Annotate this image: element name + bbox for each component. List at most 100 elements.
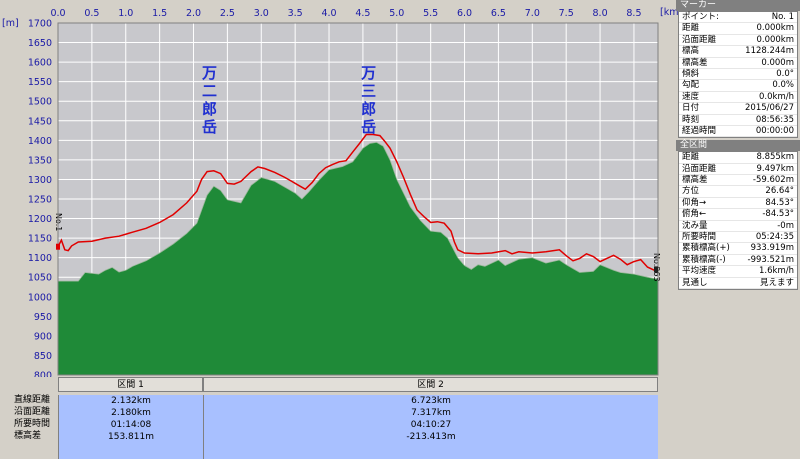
section-2-straight-distance: 6.723km	[411, 396, 451, 406]
panel-row: 経過時間 00:00:00	[679, 125, 797, 138]
marker-header: マーカー	[676, 0, 800, 11]
panel-row-label: 沿面距離	[682, 34, 717, 45]
x-tick-label: 5.0	[389, 8, 404, 19]
section-summary: 直線距離 沿面距離 所要時間 標高差 区間 1 2.132km 2.180km …	[0, 377, 660, 459]
x-unit-label: [km]	[660, 7, 682, 18]
panel-row: 距離 0.000km	[679, 23, 797, 35]
panel-row-label: 沿面距離	[682, 163, 717, 174]
x-tick-label: 0.0	[50, 8, 65, 19]
peak-label-char: 二	[202, 82, 217, 100]
panel-row: 見通し 見えます	[679, 278, 797, 289]
panel-row-label: 傾斜	[682, 68, 700, 79]
y-tick-label: 1050	[28, 273, 52, 284]
y-tick-label: 1450	[28, 116, 52, 127]
panel-row: 勾配 0.0%	[679, 80, 797, 92]
end-point-marker[interactable]	[654, 266, 658, 273]
panel-row: 沿面距離 9.497km	[679, 163, 797, 176]
peak-label-char: 岳	[202, 118, 217, 136]
section-2-time: 04:10:27	[410, 420, 452, 430]
panel-row-value: 0.000m	[761, 57, 794, 68]
panel-row: 仰角→ 84.53°	[679, 197, 797, 210]
section-2-header[interactable]: 区間 2	[203, 377, 658, 392]
panel-row: 速度 0.0km/h	[679, 91, 797, 104]
panel-row-value: 9.497km	[756, 163, 794, 174]
x-tick-label: 8.0	[593, 8, 608, 19]
y-tick-label: 950	[34, 312, 52, 323]
panel-row-value: 84.53°	[765, 197, 794, 208]
panel-row: 距離 8.855km	[679, 152, 797, 164]
section-2-column[interactable]: 区間 2 6.723km 7.317km 04:10:27 -213.413m	[203, 377, 658, 459]
panel-row-label: 沈み量	[682, 220, 708, 231]
panel-row: 俯角← -84.53°	[679, 209, 797, 221]
panel-row-value: 26.64°	[765, 186, 794, 197]
panel-row-value: 見えます	[759, 277, 794, 288]
x-tick-label: 0.5	[84, 8, 99, 19]
row-label-surface-distance: 沿面距離	[14, 407, 51, 417]
panel-row: 所要時間 05:24:35	[679, 232, 797, 244]
x-tick-label: 4.0	[321, 8, 336, 19]
panel-row-value: 0.000km	[756, 23, 794, 34]
section-1-header[interactable]: 区間 1	[58, 377, 203, 392]
panel-row: ポイント: No. 1	[679, 12, 797, 24]
x-tick-label: 8.5	[626, 8, 641, 19]
panel-row: 標高差 -59.602m	[679, 175, 797, 187]
peak-label-char: 郎	[361, 100, 376, 118]
panel-row-value: 0.000km	[756, 34, 794, 45]
y-tick-label: 1300	[28, 175, 52, 186]
section-2-values: 6.723km 7.317km 04:10:27 -213.413m	[203, 395, 658, 459]
section-1-column[interactable]: 区間 1 2.132km 2.180km 01:14:08 153.811m	[58, 377, 203, 459]
section-1-elevation-diff: 153.811m	[108, 432, 154, 442]
panel-row: 累積標高(-) -993.521m	[679, 254, 797, 267]
peak-label-char: 岳	[361, 118, 376, 136]
section-2-elevation-diff: -213.413m	[406, 432, 456, 442]
panel-row-value: 00:00:00	[755, 125, 794, 136]
panel-row-label: 仰角→	[682, 197, 707, 208]
x-tick-label: 1.5	[152, 8, 167, 19]
panel-row-label: 俯角←	[682, 209, 707, 220]
y-tick-label: 1350	[28, 155, 52, 166]
panel-row-value: 05:24:35	[755, 232, 794, 243]
panel-row: 日付 2015/06/27	[679, 103, 797, 115]
y-tick-label: 1650	[28, 38, 52, 49]
peak-label-char: 万	[360, 64, 376, 82]
info-panel: マーカー ポイント: No. 1 距離 0.000km 沿面距離 0.000km 標高 112…	[676, 0, 800, 457]
x-tick-label: 2.5	[220, 8, 235, 19]
track-elevation-line	[57, 133, 659, 271]
y-tick-label: 1600	[28, 58, 52, 69]
panel-row-value: No. 1	[771, 12, 794, 22]
panel-row-label: ポイント:	[682, 12, 719, 22]
panel-row: 標高 1128.244m	[679, 46, 797, 58]
section-1-time: 01:14:08	[110, 420, 152, 430]
x-tick-label: 1.0	[118, 8, 133, 19]
panel-row-value: 8.855km	[756, 152, 794, 163]
panel-row-label: 時刻	[682, 114, 700, 125]
y-tick-label: 1700	[28, 19, 52, 30]
x-tick-label: 3.5	[288, 8, 303, 19]
panel-row-label: 所要時間	[682, 232, 717, 243]
y-tick-label: 1550	[28, 77, 52, 88]
panel-row: 沈み量 -0m	[679, 220, 797, 233]
panel-row-label: 標高差	[682, 175, 708, 186]
section-1-values: 2.132km 2.180km 01:14:08 153.811m	[58, 395, 203, 459]
y-tick-label: 1200	[28, 214, 52, 225]
y-tick-label: 1500	[28, 97, 52, 108]
panel-row: 平均速度 1.6km/h	[679, 266, 797, 278]
peak-label-char: 万	[201, 64, 217, 82]
panel-row-value: 1.6km/h	[759, 266, 794, 277]
x-tick-label: 2.0	[186, 8, 201, 19]
panel-row-label: 方位	[682, 186, 700, 197]
row-label-required-time: 所要時間	[14, 419, 51, 429]
start-point-marker[interactable]	[56, 243, 60, 250]
section-1-surface-distance: 2.180km	[111, 408, 151, 418]
panel-row: 累積標高(+) 933.919m	[679, 243, 797, 255]
section-2-surface-distance: 7.317km	[411, 408, 451, 418]
total-header: 全区間	[676, 140, 800, 152]
peak-label-char: 郎	[202, 100, 217, 118]
panel-row-label: 速度	[682, 91, 700, 102]
row-label-straight-distance: 直線距離	[14, 395, 51, 405]
y-tick-label: 900	[34, 331, 52, 342]
panel-row-value: -993.521m	[747, 254, 795, 265]
total-info-box: 距離 8.855km 沿面距離 9.497km 標高差 -59.602m 方位 26.64° 仰…	[678, 151, 798, 290]
section-1-straight-distance: 2.132km	[111, 396, 151, 406]
